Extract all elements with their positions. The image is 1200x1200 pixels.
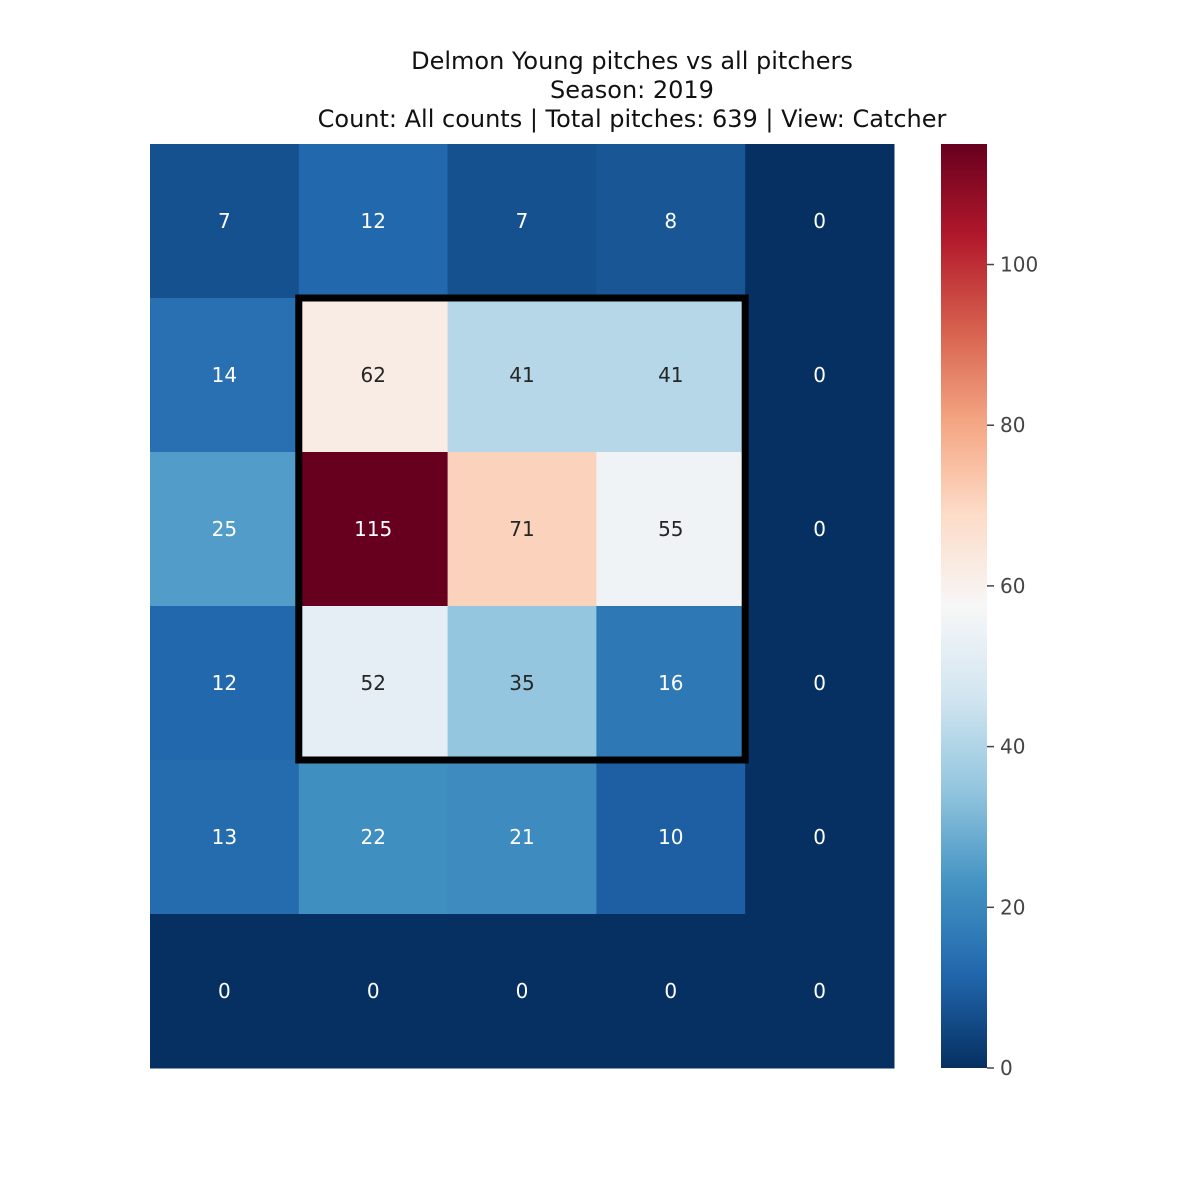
cell-value-label-r0-c2: 7 [516, 209, 529, 233]
cell-value-label-r2-c4: 0 [813, 517, 826, 541]
heatmap-cell-r0-c3 [596, 144, 746, 299]
heatmap-cell-r5-c2 [447, 914, 597, 1069]
cell-value-label-r3-c3: 16 [658, 671, 683, 695]
cell-value-label-r4-c4: 0 [813, 825, 826, 849]
heatmap-cell-r3-c4 [745, 606, 895, 761]
colorbar: 0 20 40 60 80 100 [941, 144, 1038, 1080]
heatmap-cell-r4-c2 [447, 760, 597, 915]
cell-value-label-r4-c2: 21 [509, 825, 534, 849]
cell-value-label-r2-c3: 55 [658, 517, 683, 541]
heatmap-cell-r3-c0 [150, 606, 300, 761]
heatmap-cell-r2-c1 [298, 452, 449, 607]
heatmap-cell-r2-c0 [150, 452, 300, 607]
heatmap-cells [150, 144, 895, 1069]
cell-value-label-r5-c3: 0 [664, 979, 677, 1003]
heatmap-cell-r1-c3 [596, 298, 746, 453]
cell-value-label-r1-c4: 0 [813, 363, 826, 387]
cell-value-label-r3-c1: 52 [360, 671, 385, 695]
heatmap-cell-r1-c0 [150, 298, 300, 453]
heatmap-cell-r2-c3 [596, 452, 746, 607]
heatmap-cell-r5-c0 [150, 914, 300, 1069]
heatmap-cell-r3-c2 [447, 606, 597, 761]
heatmap-cell-r4-c1 [298, 760, 449, 915]
colorbar-tick-label-60: 60 [1000, 574, 1025, 598]
cell-value-label-r5-c0: 0 [218, 979, 231, 1003]
heatmap-cell-r2-c2 [447, 452, 597, 607]
heatmap-cell-r5-c4 [745, 914, 895, 1069]
chart-title-block: Delmon Young pitches vs all pitchers Sea… [150, 47, 1114, 134]
heatmap-cell-r2-c4 [745, 452, 895, 607]
strike-zone-box [295, 294, 749, 764]
heatmap-cell-labels: 7 12 7 8 0 14 62 41 41 0 25 115 71 55 0 12 52 35 16 0 13 22 21… [212, 209, 826, 1003]
cell-value-label-r4-c0: 13 [212, 825, 237, 849]
cell-value-label-r3-c0: 12 [212, 671, 237, 695]
colorbar-tick-label-40: 40 [1000, 735, 1025, 759]
heatmap-cell-r0-c0 [150, 144, 300, 299]
cell-value-label-r3-c2: 35 [509, 671, 534, 695]
heatmap-cell-r4-c3 [596, 760, 746, 915]
colorbar-tick-label-80: 80 [1000, 413, 1025, 437]
cell-value-label-r1-c1: 62 [360, 363, 385, 387]
cell-value-label-r4-c3: 10 [658, 825, 683, 849]
cell-value-label-r3-c4: 0 [813, 671, 826, 695]
heatmap-cell-r1-c1 [298, 298, 449, 453]
heatmap-cell-r4-c0 [150, 760, 300, 915]
colorbar-tick-label-0: 0 [1000, 1056, 1013, 1080]
cell-value-label-r2-c2: 71 [509, 517, 534, 541]
cell-value-label-r5-c2: 0 [516, 979, 529, 1003]
cell-value-label-r5-c1: 0 [367, 979, 380, 1003]
cell-value-label-r4-c1: 22 [360, 825, 385, 849]
heatmap-cell-r4-c4 [745, 760, 895, 915]
heatmap-cell-r0-c1 [298, 144, 449, 299]
chart-title: Delmon Young pitches vs all pitchers [411, 47, 853, 75]
heatmap-cell-r3-c1 [298, 606, 449, 761]
heatmap-cell-r1-c4 [745, 298, 895, 453]
cell-value-label-r0-c3: 8 [664, 209, 677, 233]
colorbar-tick-label-20: 20 [1000, 895, 1025, 919]
chart-subtitle-season: Season: 2019 [550, 76, 714, 104]
cell-value-label-r0-c4: 0 [813, 209, 826, 233]
cell-value-label-r2-c1: 115 [354, 517, 392, 541]
heatmap-cell-r3-c3 [596, 606, 746, 761]
heatmap-cell-r0-c4 [745, 144, 895, 299]
colorbar-gradient [941, 144, 987, 1068]
heatmap-cell-r5-c1 [298, 914, 449, 1069]
cell-value-label-r5-c4: 0 [813, 979, 826, 1003]
cell-value-label-r1-c0: 14 [212, 363, 237, 387]
heatmap-cell-r5-c3 [596, 914, 746, 1069]
heatmap-cell-r0-c2 [447, 144, 597, 299]
colorbar-tick-label-100: 100 [1000, 253, 1038, 277]
cell-value-label-r1-c2: 41 [509, 363, 534, 387]
heatmap-cell-r1-c2 [447, 298, 597, 453]
strike-zone-layer [295, 294, 749, 764]
chart-subtitle-count: Count: All counts | Total pitches: 639 |… [317, 105, 947, 133]
cell-value-label-r2-c0: 25 [212, 517, 237, 541]
cell-value-label-r0-c1: 12 [360, 209, 385, 233]
cell-value-label-r0-c0: 7 [218, 209, 231, 233]
cell-value-label-r1-c3: 41 [658, 363, 683, 387]
